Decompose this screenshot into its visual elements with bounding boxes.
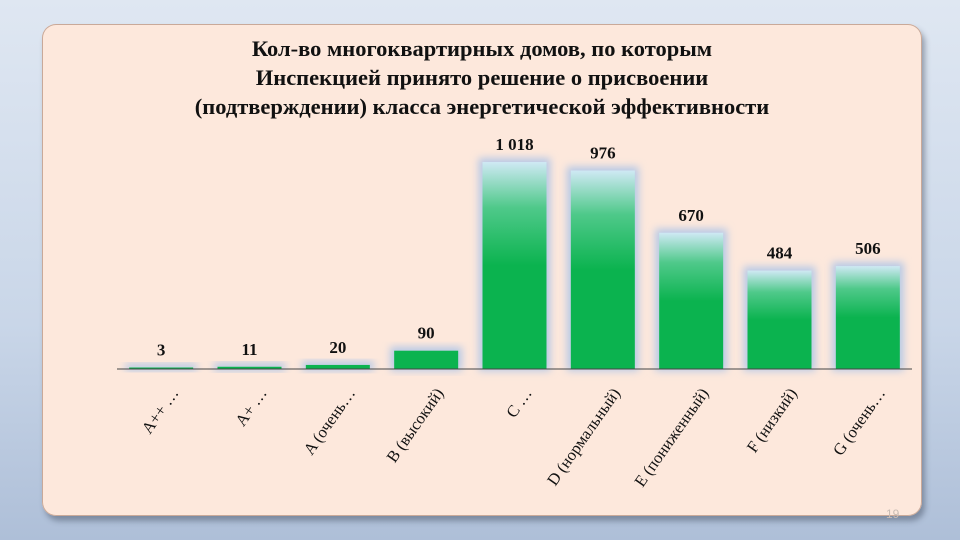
- chart-title-line-2: Инспекцией принято решение о присвоении: [255, 65, 709, 90]
- chart-title-line-1: Кол-во многоквартирных домов, по которым: [251, 36, 713, 61]
- chart-title-line-3: (подтверждении) класса энергетической эф…: [194, 94, 770, 119]
- data-label-5: 1 018: [495, 135, 533, 154]
- bar-7: [659, 232, 724, 369]
- page-number: 19: [886, 507, 900, 521]
- data-label-9: 506: [855, 239, 881, 258]
- data-label-6: 976: [590, 144, 616, 163]
- category-label-6: D (нормальный): [543, 384, 624, 489]
- data-label-7: 670: [678, 206, 704, 225]
- bars-group: [125, 158, 904, 371]
- bar-4: [394, 350, 459, 369]
- data-label-8: 484: [767, 244, 793, 263]
- data-label-3: 20: [329, 338, 346, 357]
- bar-9: [835, 266, 900, 369]
- bar-glow: [125, 363, 198, 371]
- category-label-8: F (низкий): [743, 384, 801, 456]
- category-label-9: G (очень…: [829, 384, 889, 459]
- bar-3: [305, 364, 370, 369]
- bar-2: [217, 366, 282, 369]
- category-label-7: E (пониженный): [630, 384, 712, 490]
- bar-5: [482, 162, 547, 369]
- category-label-4: B (высокий): [382, 384, 447, 466]
- bar-8: [747, 270, 812, 369]
- category-label-3: A (очень…: [299, 384, 359, 458]
- data-label-1: 3: [157, 341, 166, 360]
- bar-1: [129, 367, 194, 369]
- category-label-5: C …: [502, 384, 536, 421]
- data-label-2: 11: [241, 340, 257, 359]
- category-label-2: A+ …: [231, 384, 271, 429]
- data-label-4: 90: [418, 324, 435, 343]
- chart-title: Кол-во многоквартирных домов, по которым…: [42, 34, 922, 121]
- category-label-1: A++ …: [138, 384, 183, 437]
- bar-6: [570, 170, 635, 369]
